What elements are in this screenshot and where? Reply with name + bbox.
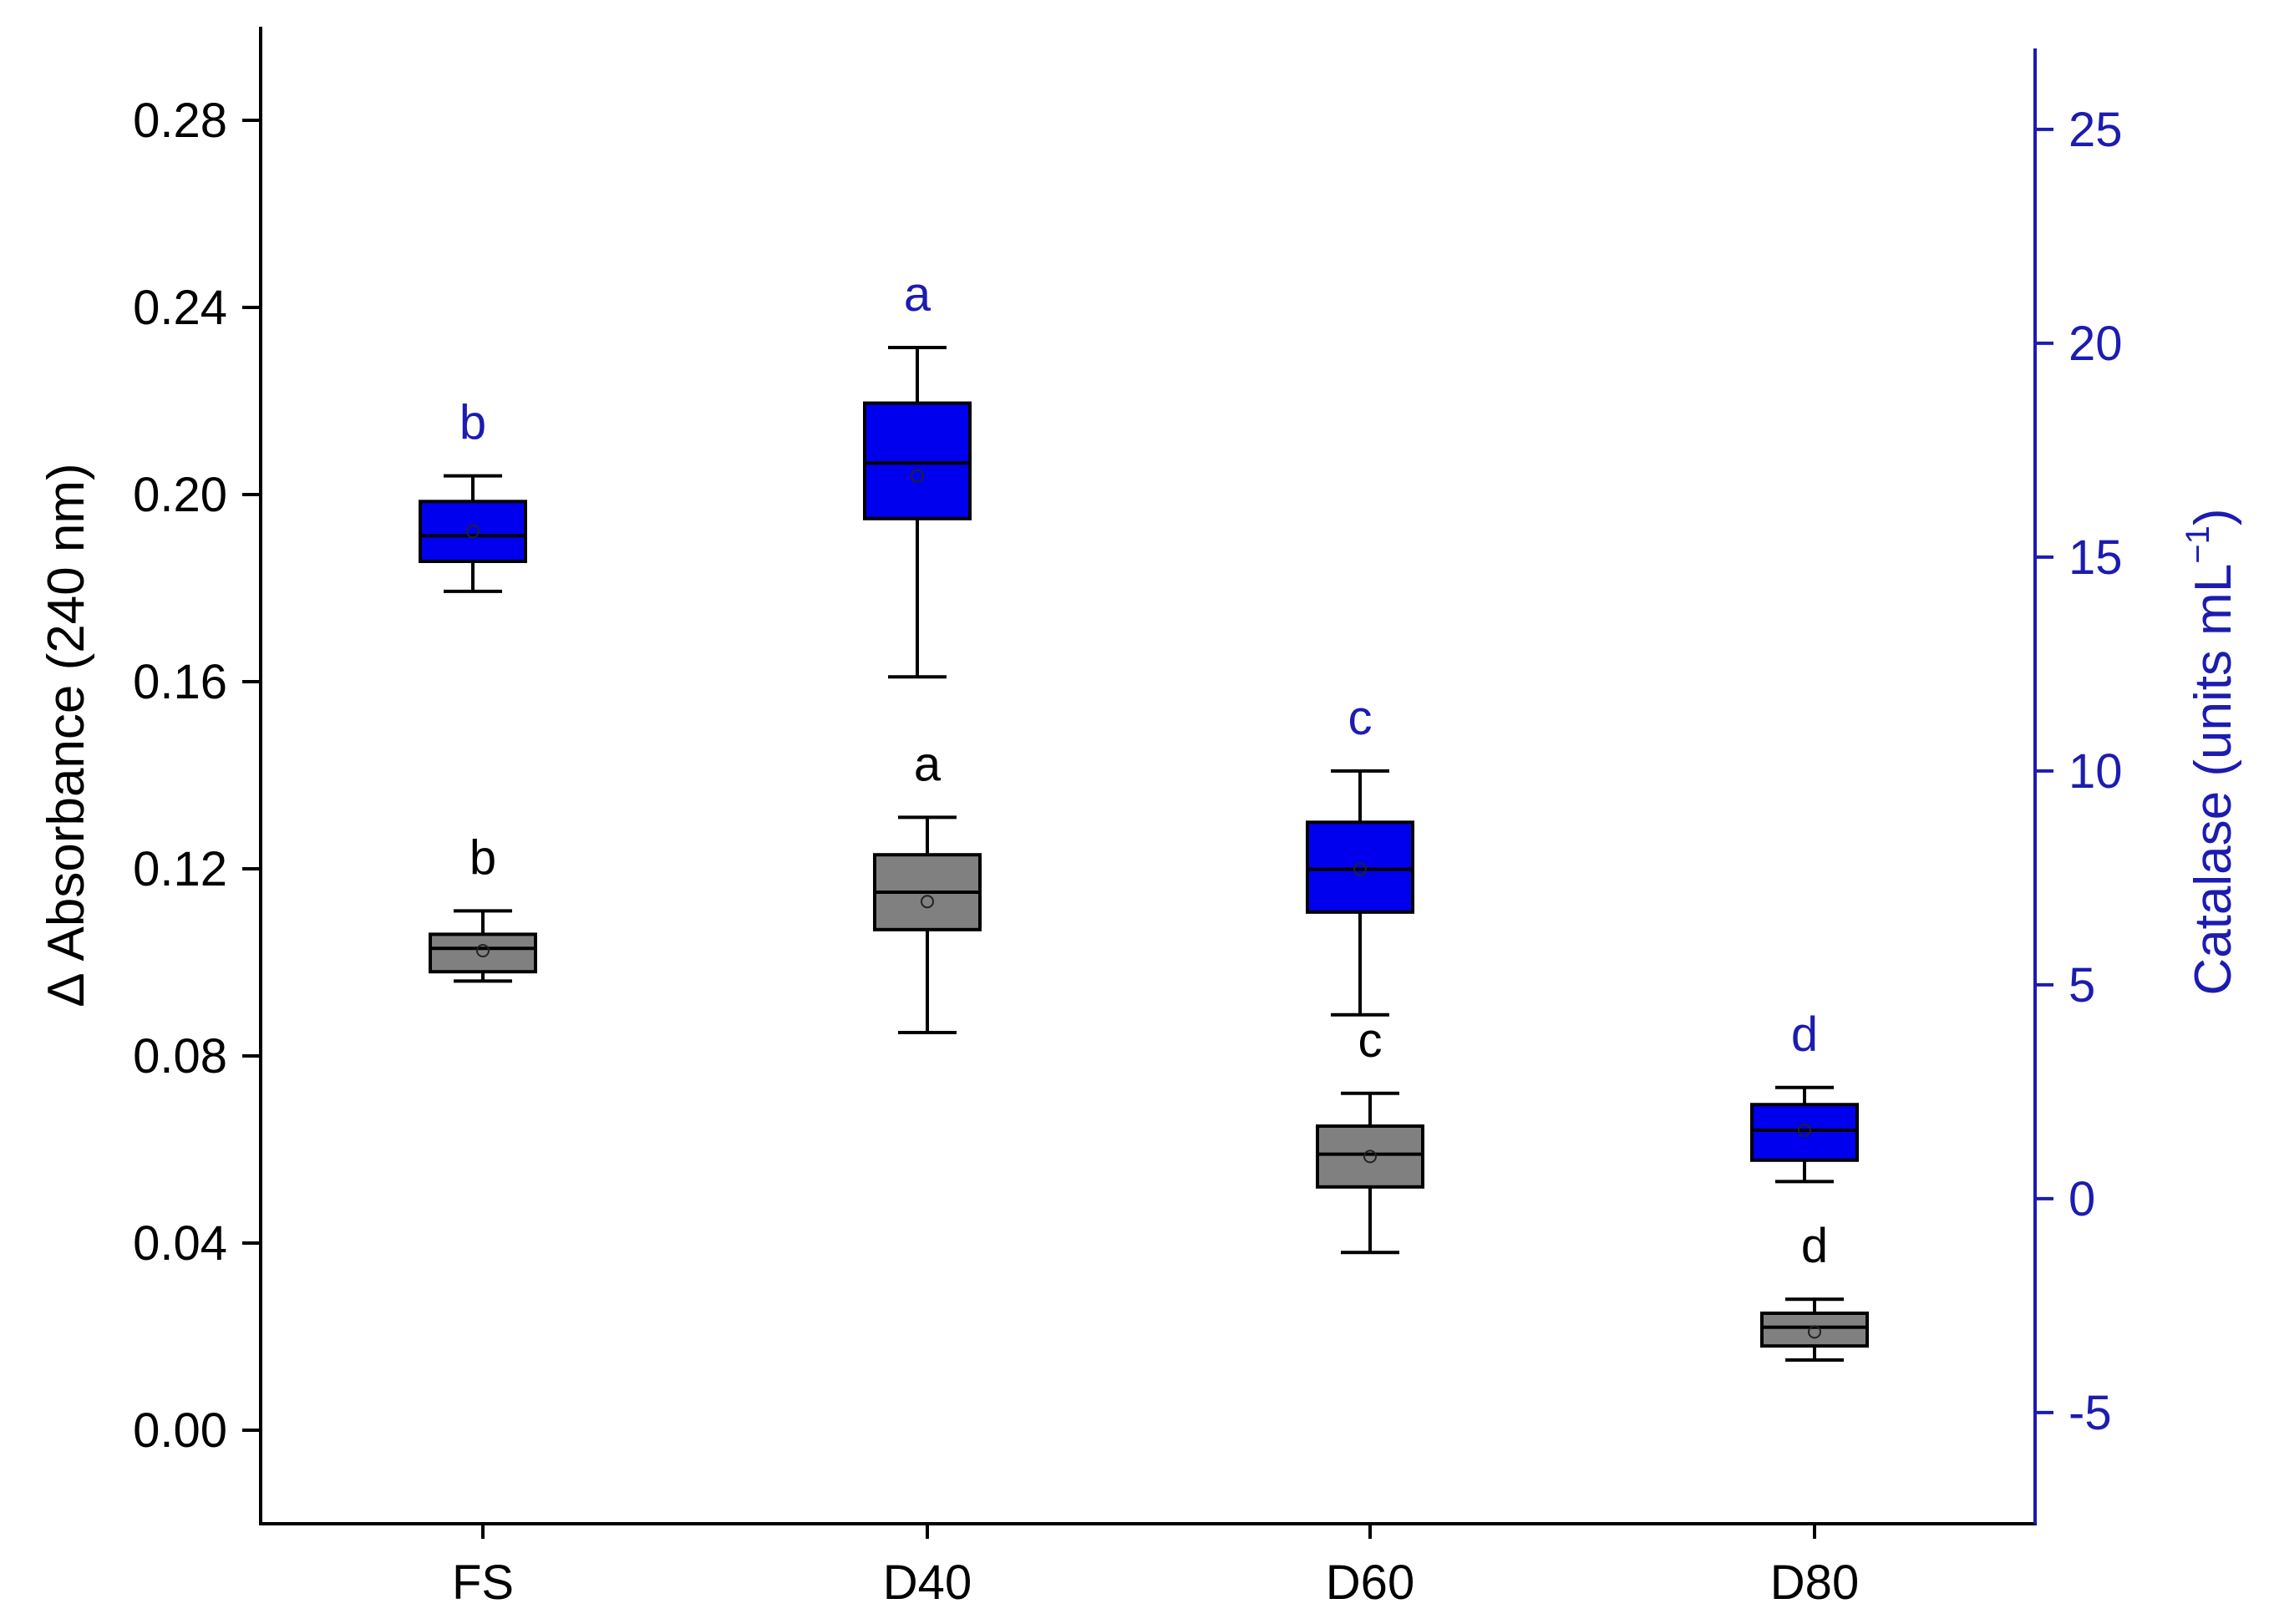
absorbance-box-d80: d (1760, 1219, 1869, 1362)
significance-letter: d (1791, 1007, 1818, 1062)
box-iqr (1306, 820, 1414, 914)
right-axis: -5 0 5 10 15 20 25 (2033, 48, 2123, 1524)
right-tick-label: 15 (2068, 530, 2123, 585)
catalase-box-fs: b (419, 396, 527, 593)
right-tick-label: 20 (2068, 317, 2123, 371)
box-iqr (1760, 1312, 1869, 1348)
significance-letter: b (470, 830, 496, 885)
significance-letter: a (914, 737, 942, 791)
mean-marker (476, 944, 490, 957)
right-tick-label: 5 (2068, 958, 2095, 1012)
left-tick-label: 0.00 (133, 1403, 227, 1458)
mean-marker (911, 469, 924, 483)
right-tick-label: 25 (2068, 103, 2123, 157)
box-iqr (419, 500, 527, 564)
catalase-box-d80: d (1750, 1007, 1859, 1184)
box-iqr (1750, 1103, 1859, 1162)
right-axis-title-end: ) (2185, 508, 2242, 525)
significance-letter: a (904, 267, 931, 322)
catalase-box-d40: a (863, 267, 972, 679)
left-tick-label: 0.28 (133, 94, 227, 148)
significance-letter: d (1801, 1219, 1828, 1273)
left-tick-label: 0.24 (133, 281, 227, 335)
mean-marker (1798, 1123, 1811, 1137)
significance-letter: c (1358, 1013, 1383, 1068)
x-tick-label-d60: D60 (1326, 1555, 1414, 1610)
absorbance-box-d60: c (1316, 1013, 1424, 1255)
left-tick-label: 0.20 (133, 468, 227, 522)
bottom-axis: FS D40 D60 D80 (259, 1522, 2037, 1610)
box-iqr (1316, 1124, 1424, 1189)
catalase-box-d60: c (1306, 691, 1414, 1017)
right-axis-title: Catalase (units mL−1) (2180, 508, 2242, 995)
x-tick-label-d80: D80 (1770, 1555, 1859, 1610)
absorbance-box-d40: a (873, 737, 982, 1034)
left-axis: 0.00 0.04 0.08 0.12 0.16 0.20 0.24 0.28 (133, 27, 262, 1524)
left-tick-label: 0.12 (133, 842, 227, 896)
x-tick-label-d40: D40 (883, 1555, 972, 1610)
mean-marker (921, 895, 934, 909)
left-axis-title: Δ Absorbance (240 nm) (38, 463, 95, 1007)
significance-letter: c (1348, 691, 1373, 745)
left-tick-label: 0.04 (133, 1216, 227, 1271)
right-tick-label: 0 (2068, 1172, 2095, 1226)
right-tick-label: -5 (2068, 1386, 2112, 1440)
x-tick-label-fs: FS (452, 1555, 514, 1610)
right-axis-title-main: Catalase (units mL (2185, 564, 2242, 996)
series-layer: b a c d b a c d (419, 267, 1869, 1362)
mean-marker (1363, 1149, 1377, 1164)
box-iqr (863, 401, 972, 520)
mean-marker (1353, 862, 1367, 876)
absorbance-box-fs: b (429, 830, 537, 983)
significance-letter: b (459, 396, 486, 450)
box-iqr (429, 932, 537, 974)
right-tick-label: 10 (2068, 744, 2123, 799)
mean-marker (466, 525, 480, 539)
left-tick-label: 0.08 (133, 1029, 227, 1084)
mean-marker (1808, 1325, 1821, 1339)
right-axis-title-sup: −1 (2180, 525, 2216, 564)
left-tick-label: 0.16 (133, 655, 227, 709)
